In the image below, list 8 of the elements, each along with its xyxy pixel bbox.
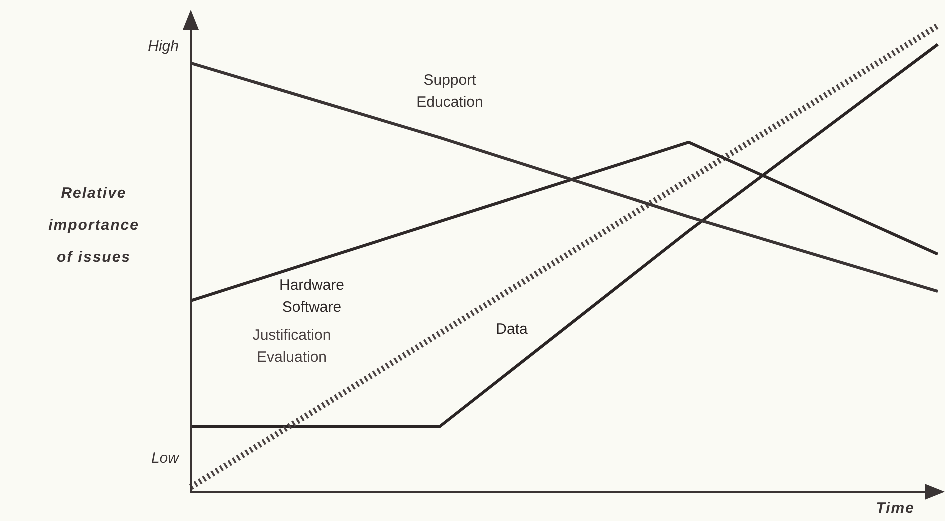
- series-label: Justification Evaluation: [252, 327, 332, 366]
- x-axis-title: Time: [876, 500, 915, 517]
- series-label: Data: [496, 321, 528, 338]
- text: High: [148, 38, 179, 55]
- text: Low: [151, 450, 179, 467]
- series-label: Hardware Software: [279, 277, 345, 316]
- y-axis-title: Relative importance of issues: [48, 184, 140, 268]
- series-label: Support Education: [416, 72, 484, 112]
